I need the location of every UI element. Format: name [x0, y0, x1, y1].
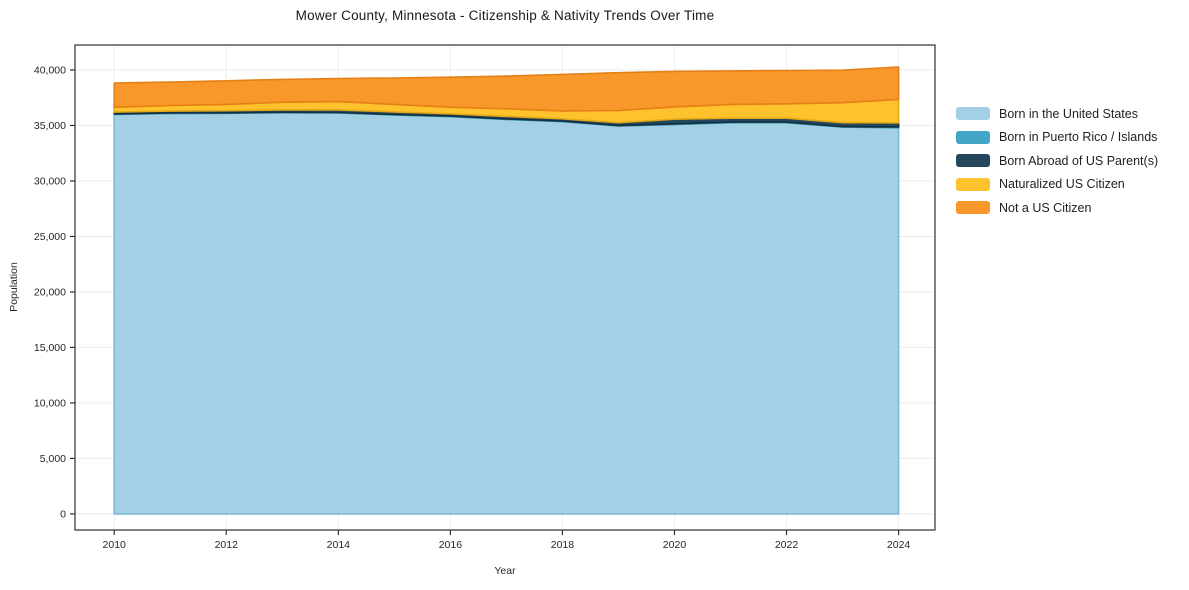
legend-swatch-born-abroad — [956, 154, 990, 168]
legend-swatch-born-pr-islands — [956, 130, 990, 144]
legend-label: Born Abroad of US Parent(s) — [999, 153, 1159, 168]
legend-label: Born in Puerto Rico / Islands — [999, 130, 1158, 145]
legend-item-not-citizen: Not a US Citizen — [956, 196, 1158, 220]
legend-item-born-abroad: Born Abroad of US Parent(s) — [956, 149, 1158, 173]
y-tick-label: 40,000 — [34, 64, 66, 76]
x-tick-label: 2016 — [439, 539, 463, 551]
legend-label: Born in the United States — [999, 106, 1138, 121]
y-tick-label: 30,000 — [34, 175, 66, 187]
legend-swatch-born-us — [956, 107, 990, 121]
area-not_citizen — [113, 66, 900, 112]
y-tick-label: 10,000 — [34, 397, 66, 409]
legend-label: Naturalized US Citizen — [999, 177, 1125, 192]
legend-label: Not a US Citizen — [999, 200, 1092, 215]
y-tick-label: 25,000 — [34, 231, 66, 243]
legend-swatch-not-citizen — [956, 201, 990, 215]
area-born_us — [113, 111, 900, 515]
x-tick-label: 2010 — [103, 539, 127, 551]
legend-item-naturalized: Naturalized US Citizen — [956, 173, 1158, 197]
y-tick-label: 15,000 — [34, 342, 66, 354]
x-tick-label: 2020 — [663, 539, 687, 551]
x-tick-label: 2012 — [215, 539, 239, 551]
y-tick-label: 5,000 — [40, 453, 66, 465]
x-tick-label: 2014 — [327, 539, 351, 551]
chart-title: Mower County, Minnesota - Citizenship & … — [295, 8, 715, 23]
legend-item-born-us: Born in the United States — [956, 102, 1158, 126]
y-tick-label: 0 — [60, 508, 66, 520]
axis-frame — [74, 44, 936, 531]
x-tick-label: 2022 — [775, 539, 799, 551]
legend-swatch-naturalized — [956, 177, 990, 191]
legend: Born in the United States Born in Puerto… — [956, 102, 1158, 220]
y-tick-label: 20,000 — [34, 286, 66, 298]
x-axis-title: Year — [494, 565, 516, 577]
legend-item-born-pr-islands: Born in Puerto Rico / Islands — [956, 126, 1158, 150]
y-tick-label: 35,000 — [34, 120, 66, 132]
y-axis-title: Population — [8, 262, 20, 312]
x-tick-label: 2018 — [551, 539, 575, 551]
x-tick-label: 2024 — [887, 539, 911, 551]
